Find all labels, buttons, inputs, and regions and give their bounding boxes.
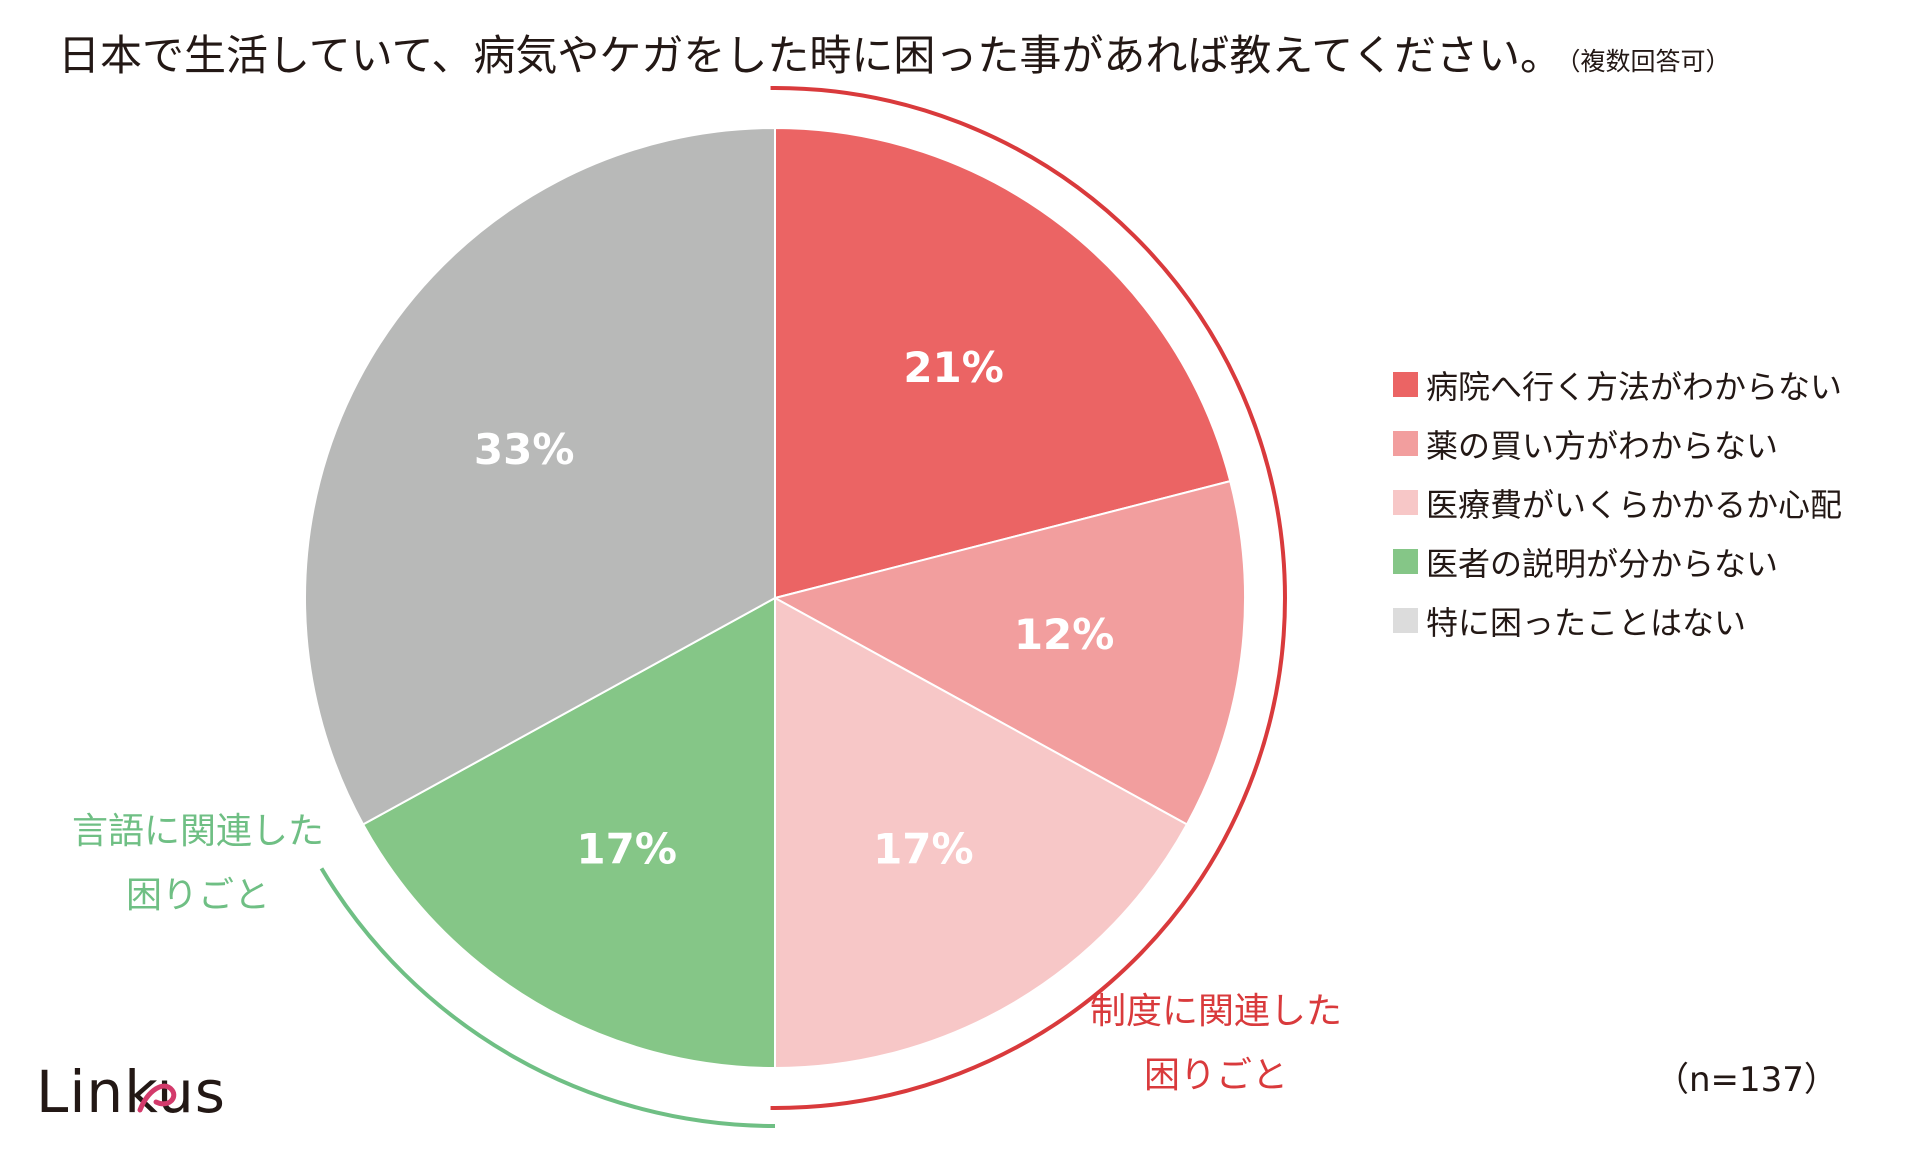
group-label-line-1: 制度に関連した bbox=[1090, 991, 1343, 1032]
pie-slices bbox=[304, 126, 1246, 1070]
legend-label: 病院へ行く方法がわからない bbox=[1426, 367, 1843, 406]
pie-slice-label-5: 33% bbox=[474, 425, 575, 474]
legend-swatch bbox=[1393, 549, 1418, 574]
pie-slice-4 bbox=[361, 596, 776, 1070]
group-label-system: 制度に関連した 困りごと bbox=[1090, 980, 1342, 1108]
group-arc-1 bbox=[770, 86, 1288, 1110]
legend-item-5: 特に困ったことはない bbox=[1393, 591, 1842, 650]
pie-slice-label-2: 12% bbox=[1014, 610, 1115, 659]
group-label-line-2: 困りごと bbox=[126, 875, 271, 916]
legend-swatch bbox=[1393, 608, 1418, 633]
linkus-logo: Linkus bbox=[36, 1058, 226, 1126]
logo-heart-swoosh bbox=[137, 1083, 177, 1113]
legend-label: 特に困ったことはない bbox=[1426, 603, 1747, 642]
group-label-line-2: 困りごと bbox=[1144, 1055, 1289, 1096]
chart-title-note: （複数回答可） bbox=[1568, 47, 1731, 76]
chart-title-block: 日本で生活していて、病気やケガをした時に困った事があれば教えてください。 （複数回… bbox=[58, 22, 1731, 83]
legend-item-3: 医療費がいくらかかるか心配 bbox=[1393, 473, 1842, 532]
group-label-line-1: 言語に関連した bbox=[72, 811, 325, 852]
group-arcs bbox=[319, 86, 1288, 1128]
sample-size-label: （n=137） bbox=[1655, 1060, 1838, 1100]
legend-item-1: 病院へ行く方法がわからない bbox=[1393, 355, 1842, 414]
group-label-language: 言語に関連した 困りごと bbox=[72, 800, 324, 928]
legend-item-4: 医者の説明が分からない bbox=[1393, 532, 1842, 591]
legend-label: 医療費がいくらかかるか心配 bbox=[1426, 485, 1843, 524]
pie-slice-5 bbox=[304, 126, 776, 826]
legend-label: 薬の買い方がわからない bbox=[1426, 426, 1779, 465]
pie-slice-label-3: 17% bbox=[873, 824, 974, 873]
legend: 病院へ行く方法がわからない 薬の買い方がわからない医療費がいくらかかるか心配 医者の… bbox=[1393, 355, 1842, 650]
legend-item-2: 薬の買い方がわからない bbox=[1393, 414, 1842, 473]
legend-swatch bbox=[1393, 431, 1418, 456]
chart-title: 日本で生活していて、病気やケガをした時に困った事があれば教えてください。 bbox=[58, 31, 1563, 80]
group-arc-2 bbox=[319, 867, 776, 1128]
legend-label: 医者の説明が分からない bbox=[1426, 544, 1779, 583]
pie-slice-2 bbox=[772, 479, 1246, 826]
legend-swatch bbox=[1393, 490, 1418, 515]
pie-slice-1 bbox=[774, 126, 1232, 600]
pie-slice-label-4: 17% bbox=[576, 824, 677, 873]
legend-swatch bbox=[1393, 372, 1418, 397]
pie-slice-3 bbox=[774, 596, 1189, 1070]
pie-slice-labels: 21% 12% 17% 17% 33% bbox=[474, 343, 1114, 873]
logo-text: Linkus bbox=[36, 1058, 226, 1126]
pie-slice-label-1: 21% bbox=[903, 343, 1004, 392]
